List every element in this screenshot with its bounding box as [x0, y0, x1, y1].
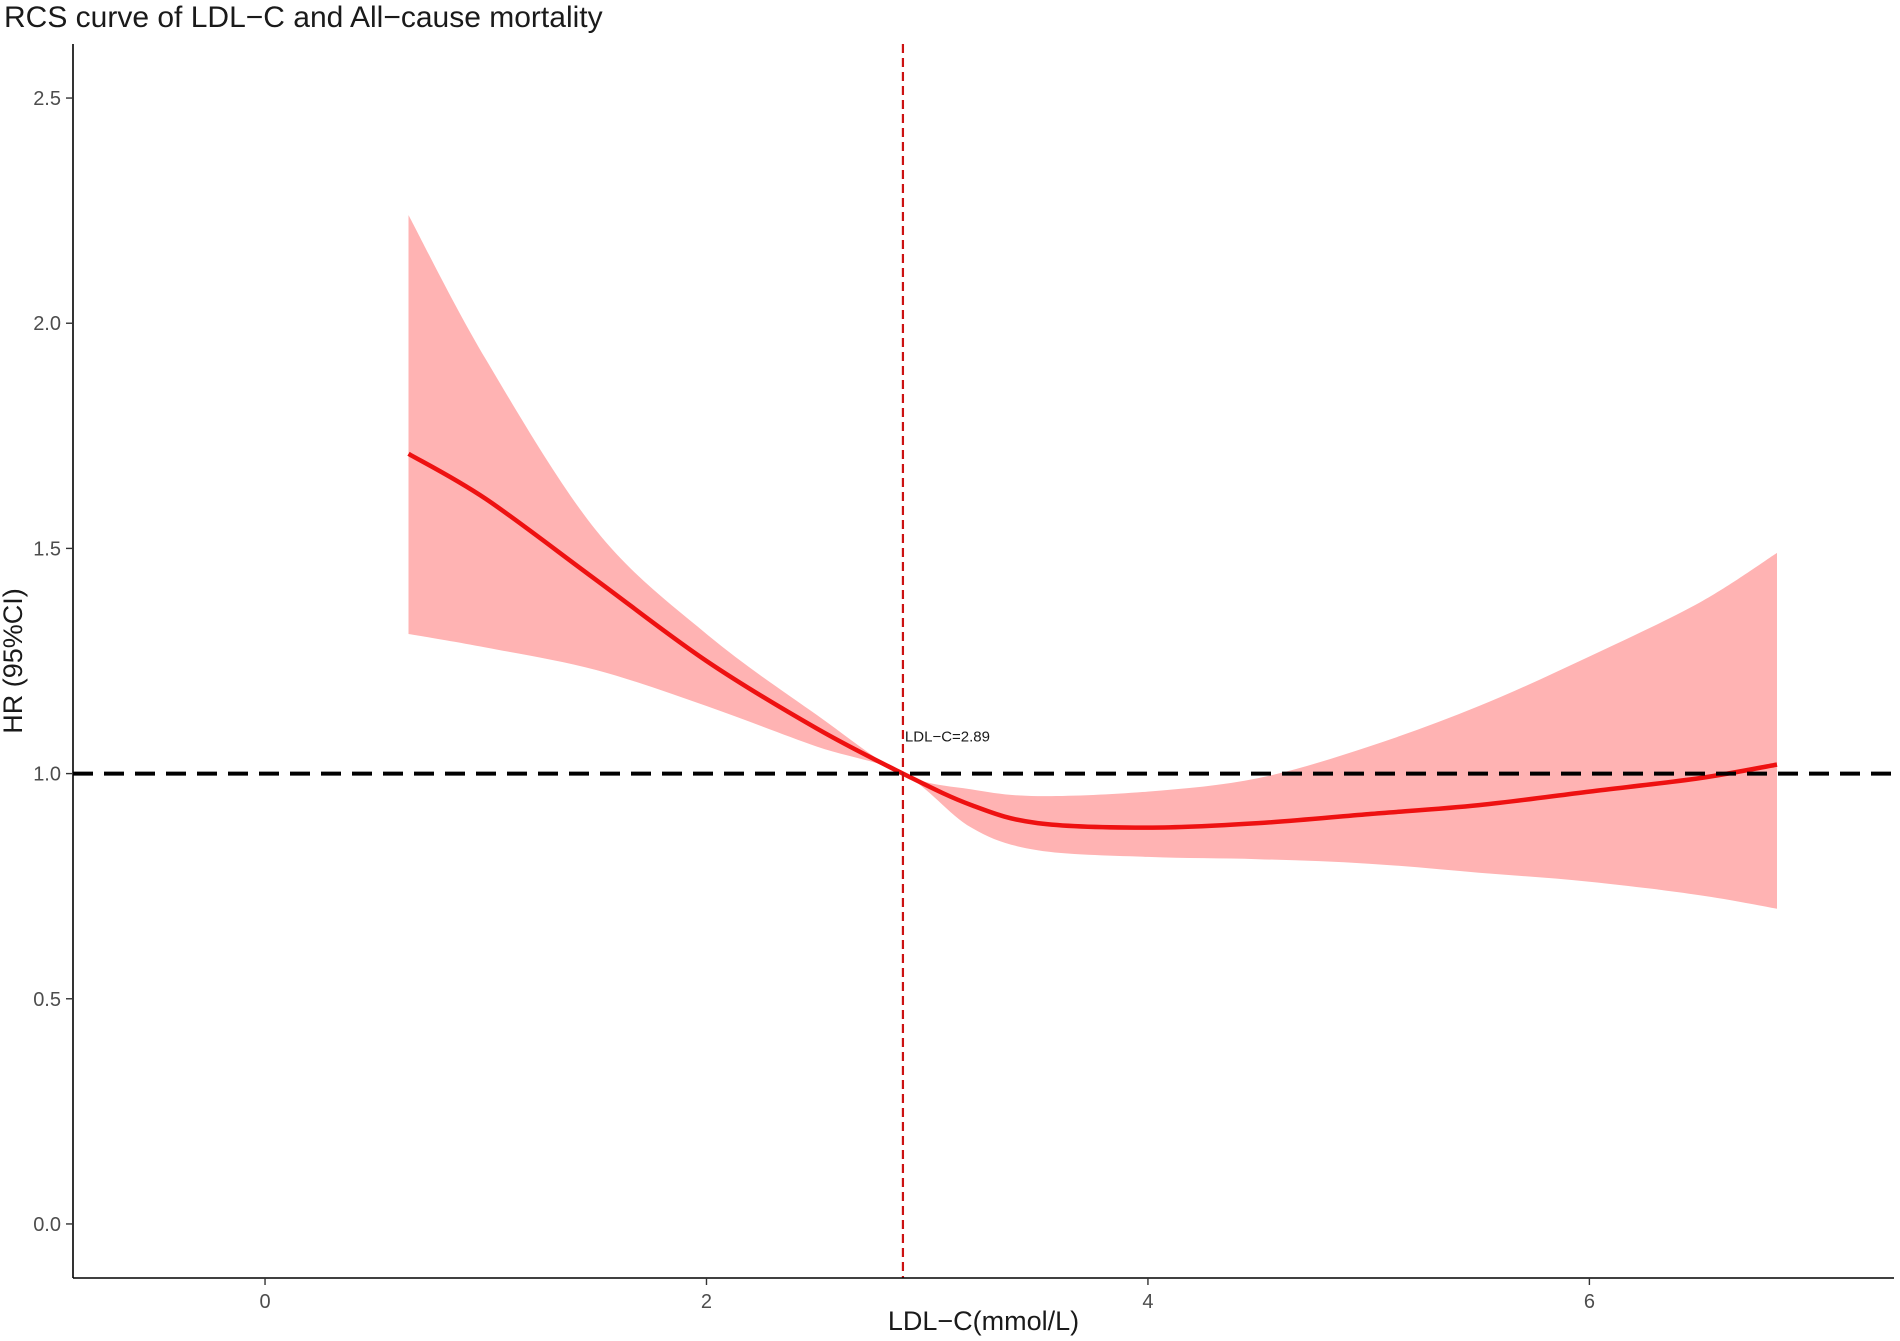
axes: 0 2 4 6 0.0 0.5 1.0 1.5 2.0 2.5	[33, 44, 1894, 1313]
x-tick-label: 2	[701, 1291, 712, 1313]
x-axis-title: LDL−C(mmol/L)	[888, 1306, 1079, 1336]
y-tick-label: 1.0	[33, 764, 61, 786]
y-tick-label: 0.0	[33, 1214, 61, 1236]
cutoff-annotation: LDL−C=2.89	[905, 729, 990, 746]
confidence-band	[408, 215, 1777, 909]
plot-area: LDL−C=2.89	[73, 44, 1894, 1278]
x-tick-label: 4	[1142, 1291, 1153, 1313]
chart-title: RCS curve of LDL−C and All−cause mortali…	[4, 1, 603, 34]
y-tick-label: 0.5	[33, 989, 61, 1011]
y-tick-label: 2.0	[33, 313, 61, 335]
y-tick-label: 1.5	[33, 538, 61, 560]
x-tick-label: 6	[1584, 1291, 1595, 1313]
hr-curve	[407, 451, 1778, 830]
y-tick-label: 2.5	[33, 88, 61, 110]
x-tick-label: 0	[259, 1291, 270, 1313]
y-axis-title: HR (95%CI)	[0, 588, 28, 734]
